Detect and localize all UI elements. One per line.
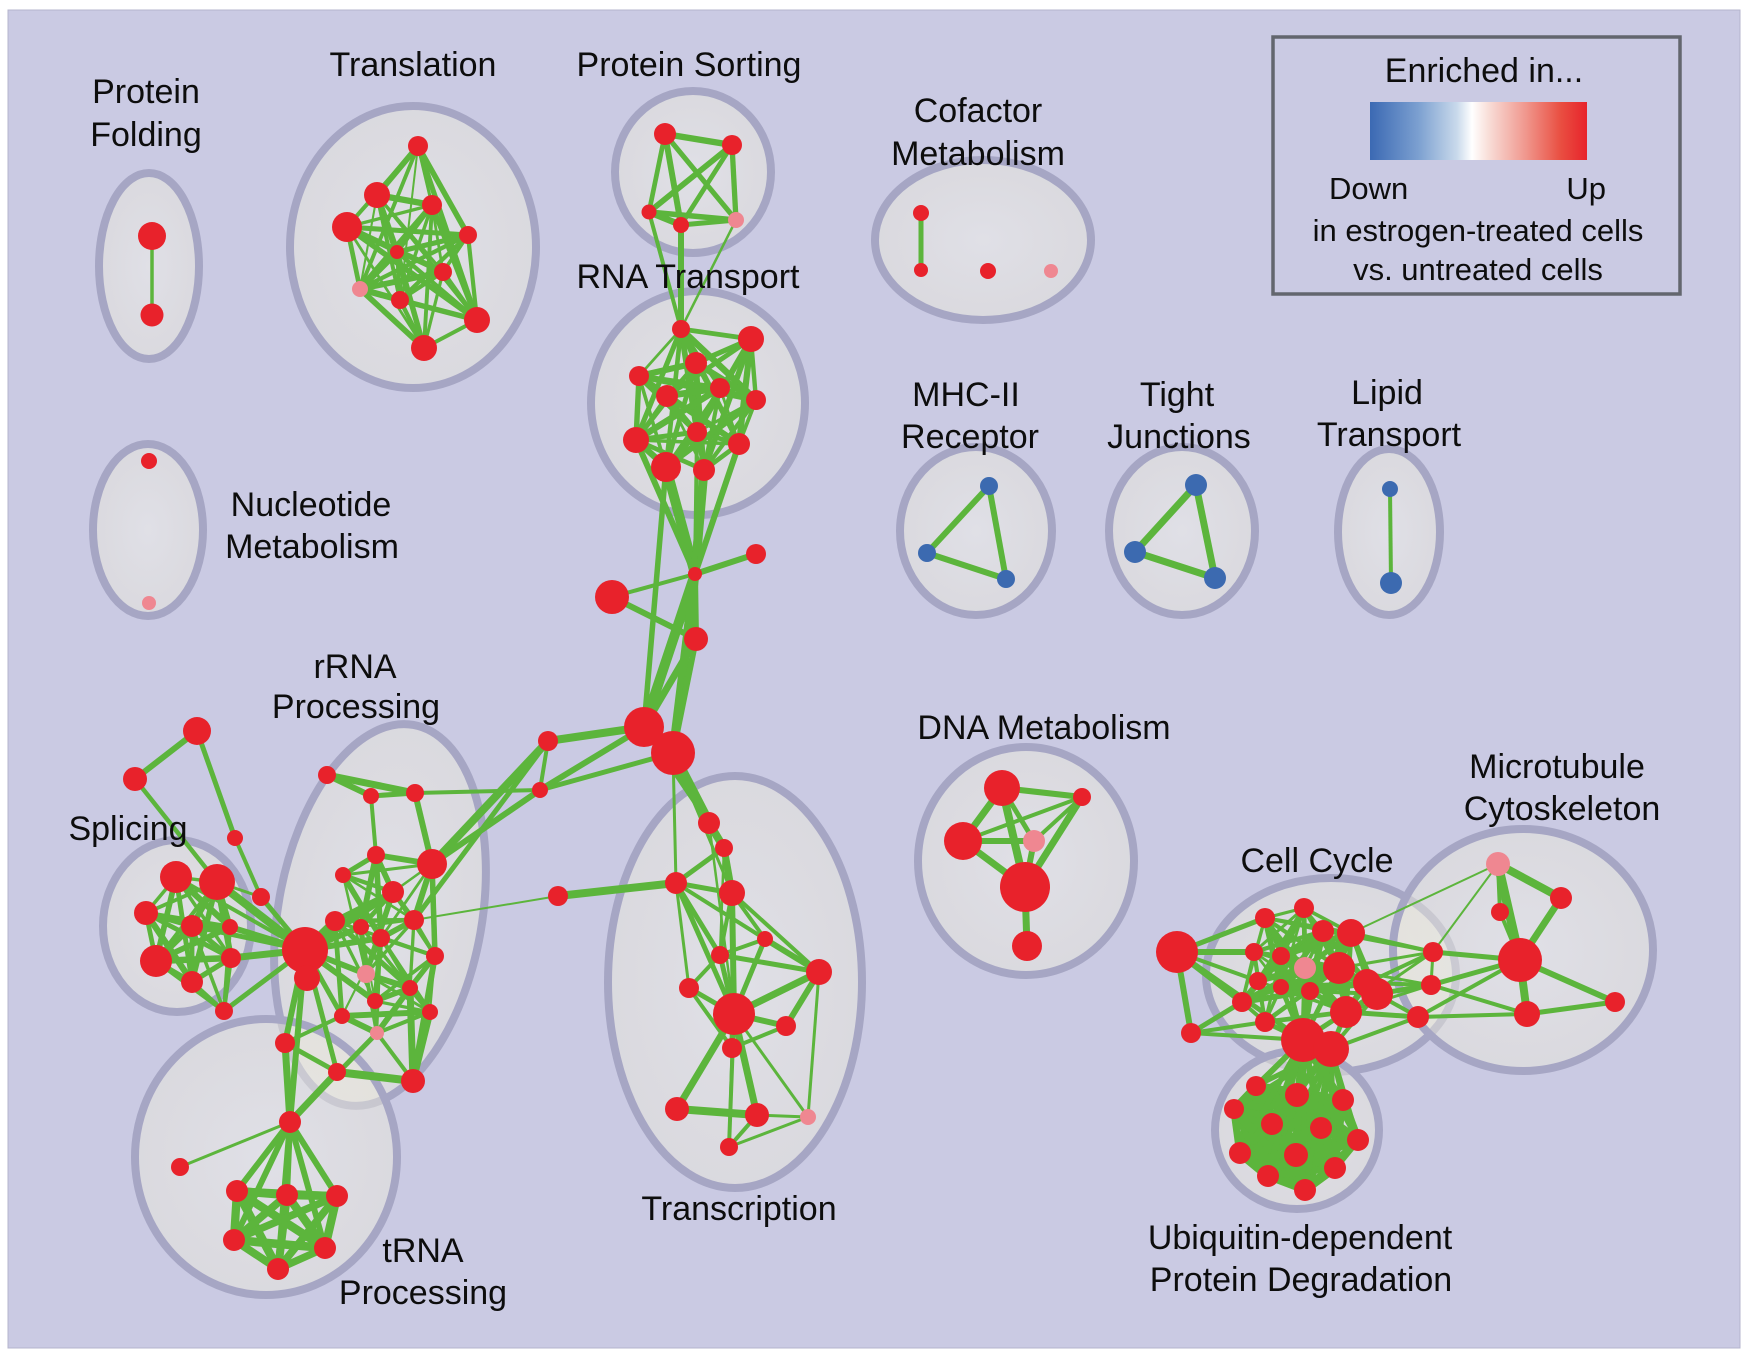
svg-text:Up: Up xyxy=(1566,171,1606,206)
svg-text:Tight: Tight xyxy=(1140,376,1215,414)
svg-text:Protein Sorting: Protein Sorting xyxy=(577,46,802,84)
svg-text:Nucleotide: Nucleotide xyxy=(231,486,392,524)
svg-text:Folding: Folding xyxy=(90,116,202,154)
svg-text:Cytoskeleton: Cytoskeleton xyxy=(1464,790,1661,828)
svg-text:Metabolism: Metabolism xyxy=(891,135,1065,173)
svg-text:vs. untreated cells: vs. untreated cells xyxy=(1353,252,1603,287)
svg-text:Protein Degradation: Protein Degradation xyxy=(1150,1261,1452,1299)
svg-text:Processing: Processing xyxy=(339,1274,507,1312)
svg-text:Receptor: Receptor xyxy=(901,418,1039,456)
svg-text:Transport: Transport xyxy=(1317,416,1462,454)
svg-text:in estrogen-treated cells: in estrogen-treated cells xyxy=(1313,213,1644,248)
svg-text:Metabolism: Metabolism xyxy=(225,528,399,566)
svg-text:Cofactor: Cofactor xyxy=(914,92,1043,130)
svg-text:Ubiquitin-dependent: Ubiquitin-dependent xyxy=(1148,1219,1453,1257)
svg-text:DNA Metabolism: DNA Metabolism xyxy=(917,709,1170,747)
svg-text:Cell Cycle: Cell Cycle xyxy=(1240,842,1393,880)
svg-text:Junctions: Junctions xyxy=(1107,418,1251,456)
svg-text:MHC-II: MHC-II xyxy=(912,376,1020,414)
svg-text:Lipid: Lipid xyxy=(1351,374,1423,412)
svg-text:Down: Down xyxy=(1329,171,1408,206)
svg-text:Processing: Processing xyxy=(272,688,440,726)
svg-text:Protein: Protein xyxy=(92,73,200,111)
svg-text:Translation: Translation xyxy=(330,46,497,84)
svg-text:Transcription: Transcription xyxy=(641,1190,836,1228)
svg-text:rRNA: rRNA xyxy=(313,648,396,686)
svg-text:tRNA: tRNA xyxy=(382,1232,464,1270)
svg-text:Microtubule: Microtubule xyxy=(1469,748,1645,786)
svg-text:Enriched in...: Enriched in... xyxy=(1385,52,1583,90)
svg-text:Splicing: Splicing xyxy=(68,810,187,848)
svg-text:RNA Transport: RNA Transport xyxy=(577,258,801,296)
